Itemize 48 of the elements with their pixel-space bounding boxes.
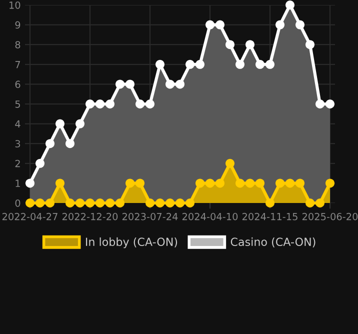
y-tick-label: 6 xyxy=(15,80,20,88)
point xyxy=(146,100,154,108)
x-tick-label: 2025-06-20 xyxy=(302,212,358,220)
point xyxy=(116,80,124,89)
y-tick-label: 5 xyxy=(15,100,20,108)
point xyxy=(96,100,104,108)
x-tick-label: 2022-12-20 xyxy=(62,212,118,220)
point xyxy=(166,80,174,89)
y-tick-label: 9 xyxy=(15,21,20,29)
y-tick-label: 0 xyxy=(15,199,20,207)
legend-label: Casino (CA-ON) xyxy=(230,237,316,248)
point xyxy=(236,60,244,69)
y-tick-label: 4 xyxy=(15,120,20,128)
point xyxy=(56,119,64,128)
point xyxy=(66,139,74,148)
y-tick-label: 7 xyxy=(15,61,20,68)
y-tick-label: 2 xyxy=(15,160,20,168)
point xyxy=(246,40,254,50)
point xyxy=(256,60,264,69)
point xyxy=(226,40,234,50)
point xyxy=(126,80,134,89)
x-tick-label: 2022-04-27 xyxy=(2,212,58,220)
point xyxy=(106,100,114,108)
point xyxy=(186,60,194,69)
point xyxy=(216,20,224,30)
point xyxy=(266,60,274,69)
legend-label: In lobby (CA-ON) xyxy=(86,237,178,248)
point xyxy=(76,119,84,128)
y-tick-label: 1 xyxy=(16,180,20,187)
y-tick-label: 10 xyxy=(10,1,20,9)
point xyxy=(176,80,184,89)
x-tick-label: 2023-07-24 xyxy=(122,212,178,220)
x-tick-label: 2024-11-15 xyxy=(242,212,298,220)
point xyxy=(196,60,204,69)
y-tick-label: 3 xyxy=(15,140,20,148)
point xyxy=(326,100,334,108)
point xyxy=(286,0,294,10)
point xyxy=(306,40,314,50)
point xyxy=(46,139,54,148)
point xyxy=(276,20,284,30)
point xyxy=(136,100,144,108)
point xyxy=(86,100,94,108)
y-tick-label: 8 xyxy=(15,41,20,48)
x-tick-label: 2024-04-10 xyxy=(182,212,238,220)
point xyxy=(296,20,304,30)
point xyxy=(156,60,164,69)
point xyxy=(206,20,214,30)
point xyxy=(316,100,324,108)
